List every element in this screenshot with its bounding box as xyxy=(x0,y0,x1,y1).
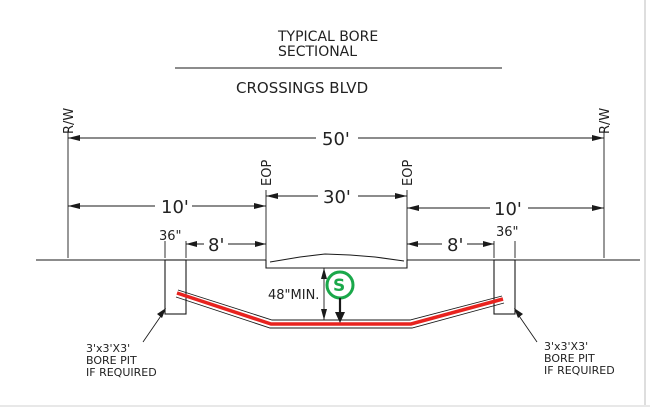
rw-left-label: R/W xyxy=(62,108,77,134)
dim-10-left-arrow-a xyxy=(68,203,80,209)
depth-dim-label: 48"MIN. xyxy=(268,288,319,303)
title-line-2: SECTIONAL xyxy=(278,44,357,60)
dim-8-right-label: 8' xyxy=(447,235,463,256)
dim-10-left-arrow-b xyxy=(254,203,266,209)
note-left-leader-arrow xyxy=(157,308,166,318)
title-line-1: TYPICAL BORE xyxy=(277,29,378,45)
depth-dim-arrow-bottom xyxy=(321,309,327,320)
bore-pit-right xyxy=(493,259,516,315)
note-right-leader-arrow xyxy=(514,308,523,318)
note-left-line-3: IF REQUIRED xyxy=(86,366,157,379)
dim-10-left-label: 10' xyxy=(161,197,189,218)
dim-36-left-label: 36" xyxy=(159,229,182,244)
bore-pit-left xyxy=(164,259,187,315)
dim-50-arrow-right xyxy=(592,135,604,141)
dim-10-right-arrow-b xyxy=(592,205,604,211)
bore-path xyxy=(176,291,504,326)
note-right-line-2: BORE PIT xyxy=(544,352,595,365)
dim-30-arrow-right xyxy=(395,193,407,199)
dim-10-right-label: 10' xyxy=(494,199,522,220)
dim-30-label: 30' xyxy=(323,187,351,208)
note-right-line-1: 3'x3'X3' xyxy=(544,340,588,353)
dim-10-right-arrow-a xyxy=(407,205,419,211)
note-left-line-1: 3'x3'X3' xyxy=(86,342,130,355)
eop-right-label: EOP xyxy=(401,160,416,186)
note-right-line-3: IF REQUIRED xyxy=(544,364,615,377)
note-left-line-2: BORE PIT xyxy=(86,354,137,367)
dim-8-left-label: 8' xyxy=(208,235,224,256)
dim-50-arrow-left xyxy=(68,135,80,141)
dim-36-right-label: 36" xyxy=(496,225,519,240)
dim-30-arrow-left xyxy=(266,193,278,199)
dim-8-right-arrow-a xyxy=(407,241,418,247)
bore-path-outline-bottom xyxy=(175,296,505,329)
rw-right-label: R/W xyxy=(598,108,613,134)
dim-8-left-arrow-b xyxy=(255,241,266,247)
utility-symbol-arrow xyxy=(335,312,345,323)
street-name: CROSSINGS BLVD xyxy=(236,79,368,97)
depth-dim-arrow-top xyxy=(321,268,327,279)
dim-8-right-arrow-b xyxy=(483,241,494,247)
eop-left-label: EOP xyxy=(260,160,275,186)
dim-50-label: 50' xyxy=(322,129,350,150)
roadway-pavement xyxy=(265,253,408,269)
dim-8-left-arrow-a xyxy=(186,241,197,247)
utility-symbol-letter: S xyxy=(333,276,345,296)
